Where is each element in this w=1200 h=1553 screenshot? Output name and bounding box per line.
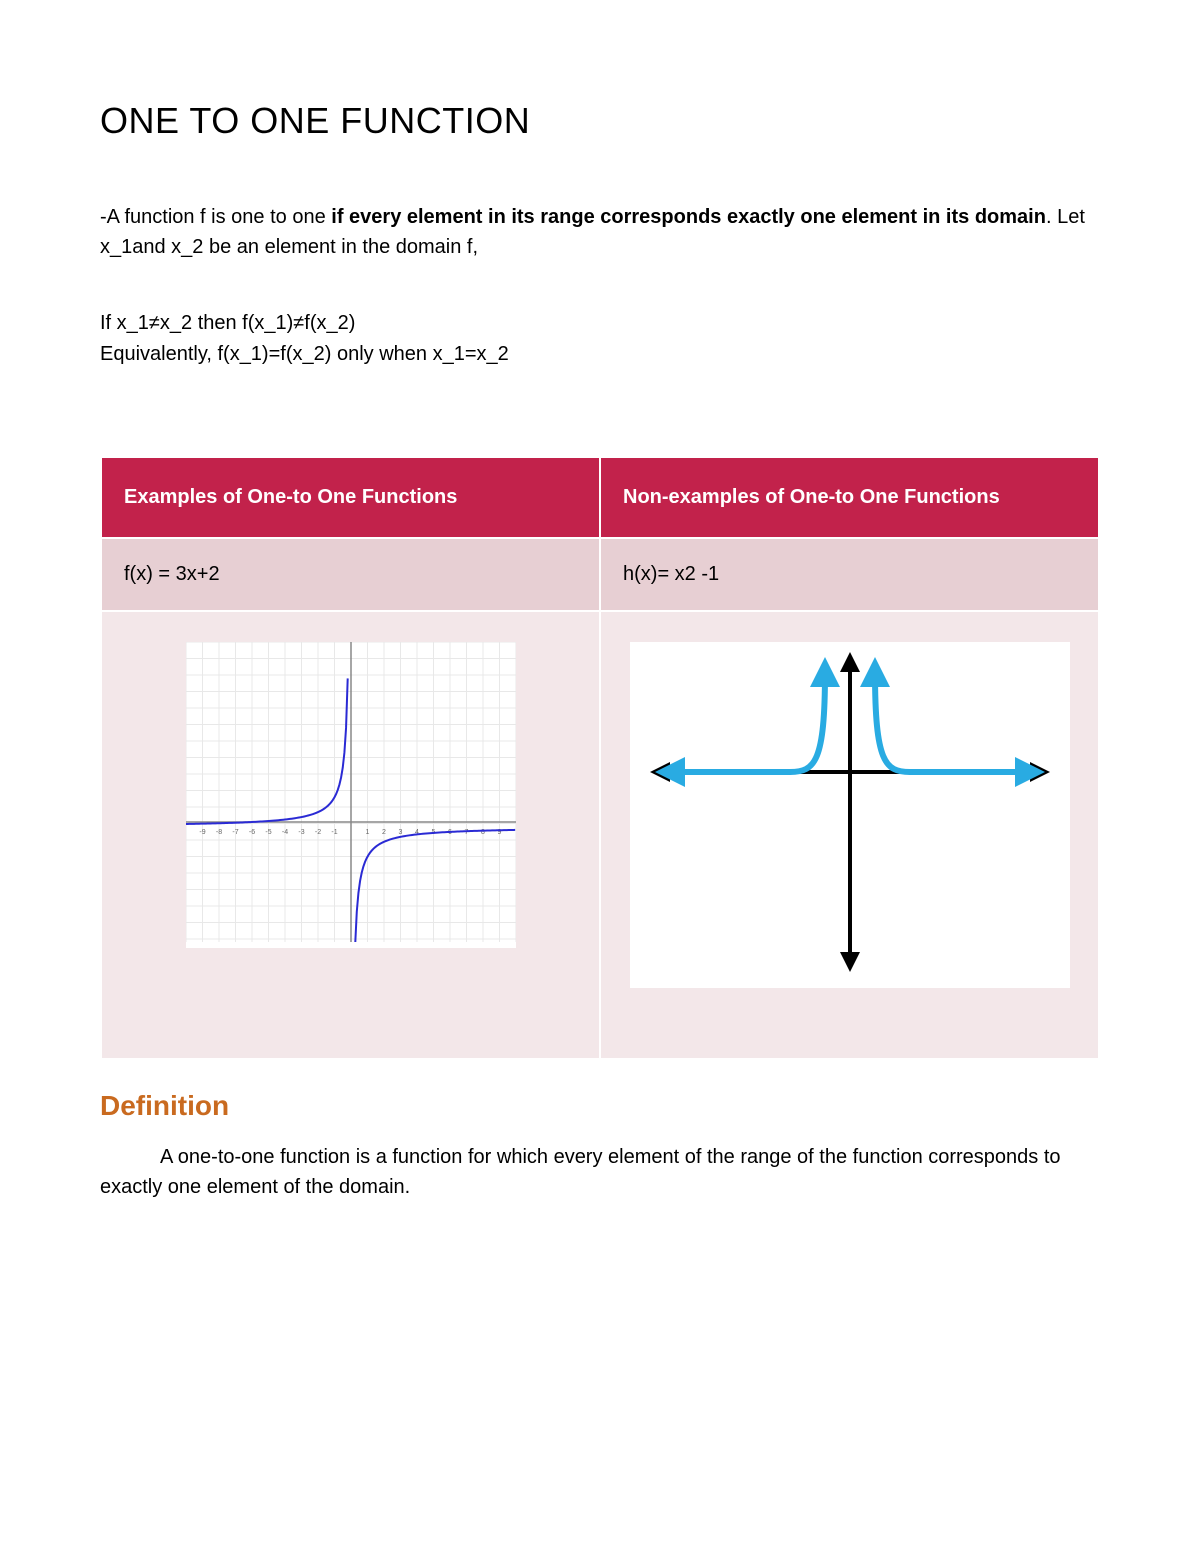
table-graph-row: -9-8-7-6-5-4-3-2-1123456789	[101, 611, 1099, 1059]
svg-text:3: 3	[398, 829, 402, 836]
intro-paragraph: -A function f is one to one if every ele…	[100, 202, 1100, 262]
svg-text:-5: -5	[265, 829, 271, 836]
svg-text:-1: -1	[331, 829, 337, 836]
graph-cell-right	[600, 611, 1099, 1059]
intro-bold: if every element in its range correspond…	[331, 206, 1046, 228]
condition-line-1: If x_1≠x_2 then f(x_1)≠f(x_2)	[100, 312, 1100, 335]
svg-text:7: 7	[464, 829, 468, 836]
svg-text:-8: -8	[215, 829, 221, 836]
svg-text:-7: -7	[232, 829, 238, 836]
svg-text:-3: -3	[298, 829, 304, 836]
header-examples: Examples of One-to One Functions	[101, 457, 600, 538]
svg-text:-2: -2	[314, 829, 320, 836]
examples-table: Examples of One-to One Functions Non-exa…	[100, 456, 1100, 1060]
definition-body: A one-to-one function is a function for …	[100, 1142, 1100, 1202]
formula-left: f(x) = 3x+2	[101, 538, 600, 611]
svg-text:2: 2	[382, 829, 386, 836]
definition-heading: Definition	[100, 1090, 1100, 1122]
table-header-row: Examples of One-to One Functions Non-exa…	[101, 457, 1099, 538]
graph-right	[630, 642, 1070, 988]
table-formula-row: f(x) = 3x+2 h(x)= x2 -1	[101, 538, 1099, 611]
svg-text:-9: -9	[199, 829, 205, 836]
page-title: ONE TO ONE FUNCTION	[100, 100, 1100, 142]
graph-cell-left: -9-8-7-6-5-4-3-2-1123456789	[101, 611, 600, 1059]
svg-text:1: 1	[365, 829, 369, 836]
conditions-block: If x_1≠x_2 then f(x_1)≠f(x_2) Equivalent…	[100, 312, 1100, 366]
formula-right: h(x)= x2 -1	[600, 538, 1099, 611]
condition-line-2: Equivalently, f(x_1)=f(x_2) only when x_…	[100, 343, 1100, 366]
intro-prefix: -A function f is one to one	[100, 206, 331, 228]
svg-text:-6: -6	[248, 829, 254, 836]
graph-left: -9-8-7-6-5-4-3-2-1123456789	[186, 642, 516, 948]
svg-text:-4: -4	[281, 829, 287, 836]
header-nonexamples: Non-examples of One-to One Functions	[600, 457, 1099, 538]
